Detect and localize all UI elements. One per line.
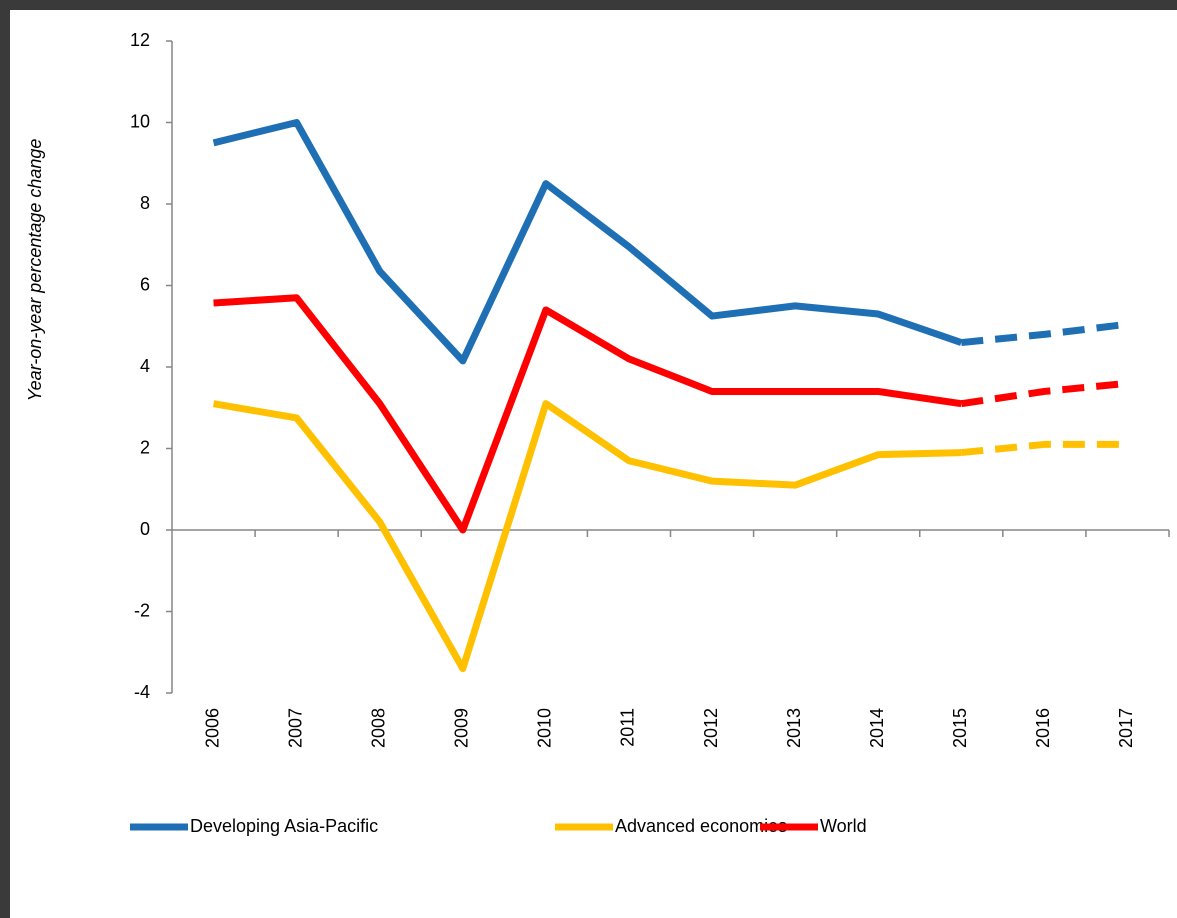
data-line (213, 294, 962, 534)
x-tick-label: 2015 (950, 708, 970, 748)
x-tick-label: 2014 (867, 708, 887, 748)
y-tick-label: 8 (140, 193, 150, 213)
x-tick-label: 2007 (285, 708, 305, 748)
x-tick-label: 2017 (1116, 708, 1136, 748)
y-tick-label: 10 (130, 111, 150, 131)
x-tick-label: 2010 (535, 708, 555, 748)
x-tick-label: 2008 (368, 708, 388, 748)
y-axis-label: Year-on-year percentage change (25, 139, 45, 402)
y-tick-label: -4 (134, 682, 150, 702)
data-line (212, 119, 963, 365)
data-line (960, 320, 1128, 347)
data-line (960, 379, 1128, 408)
y-tick-label: 4 (140, 356, 150, 376)
x-tick-label: 2006 (202, 708, 222, 748)
y-tick-label: -2 (134, 600, 150, 620)
plot-background (10, 10, 1177, 918)
x-tick-label: 2009 (452, 708, 472, 748)
y-tick-label: 0 (140, 519, 150, 539)
y-tick-label: 6 (140, 274, 150, 294)
data-line (212, 400, 962, 673)
y-tick-label: 12 (130, 30, 150, 50)
data-line (960, 440, 1128, 457)
y-tick-label: 2 (140, 437, 150, 457)
x-tick-label: 2016 (1033, 708, 1053, 748)
legend-label: Advanced economies (615, 816, 787, 836)
x-tick-label: 2011 (618, 708, 638, 747)
x-tick-label: 2013 (784, 708, 804, 748)
legend-label: Developing Asia-Pacific (190, 816, 378, 836)
legend-label: World (820, 816, 867, 836)
x-tick-label: 2012 (701, 708, 721, 748)
